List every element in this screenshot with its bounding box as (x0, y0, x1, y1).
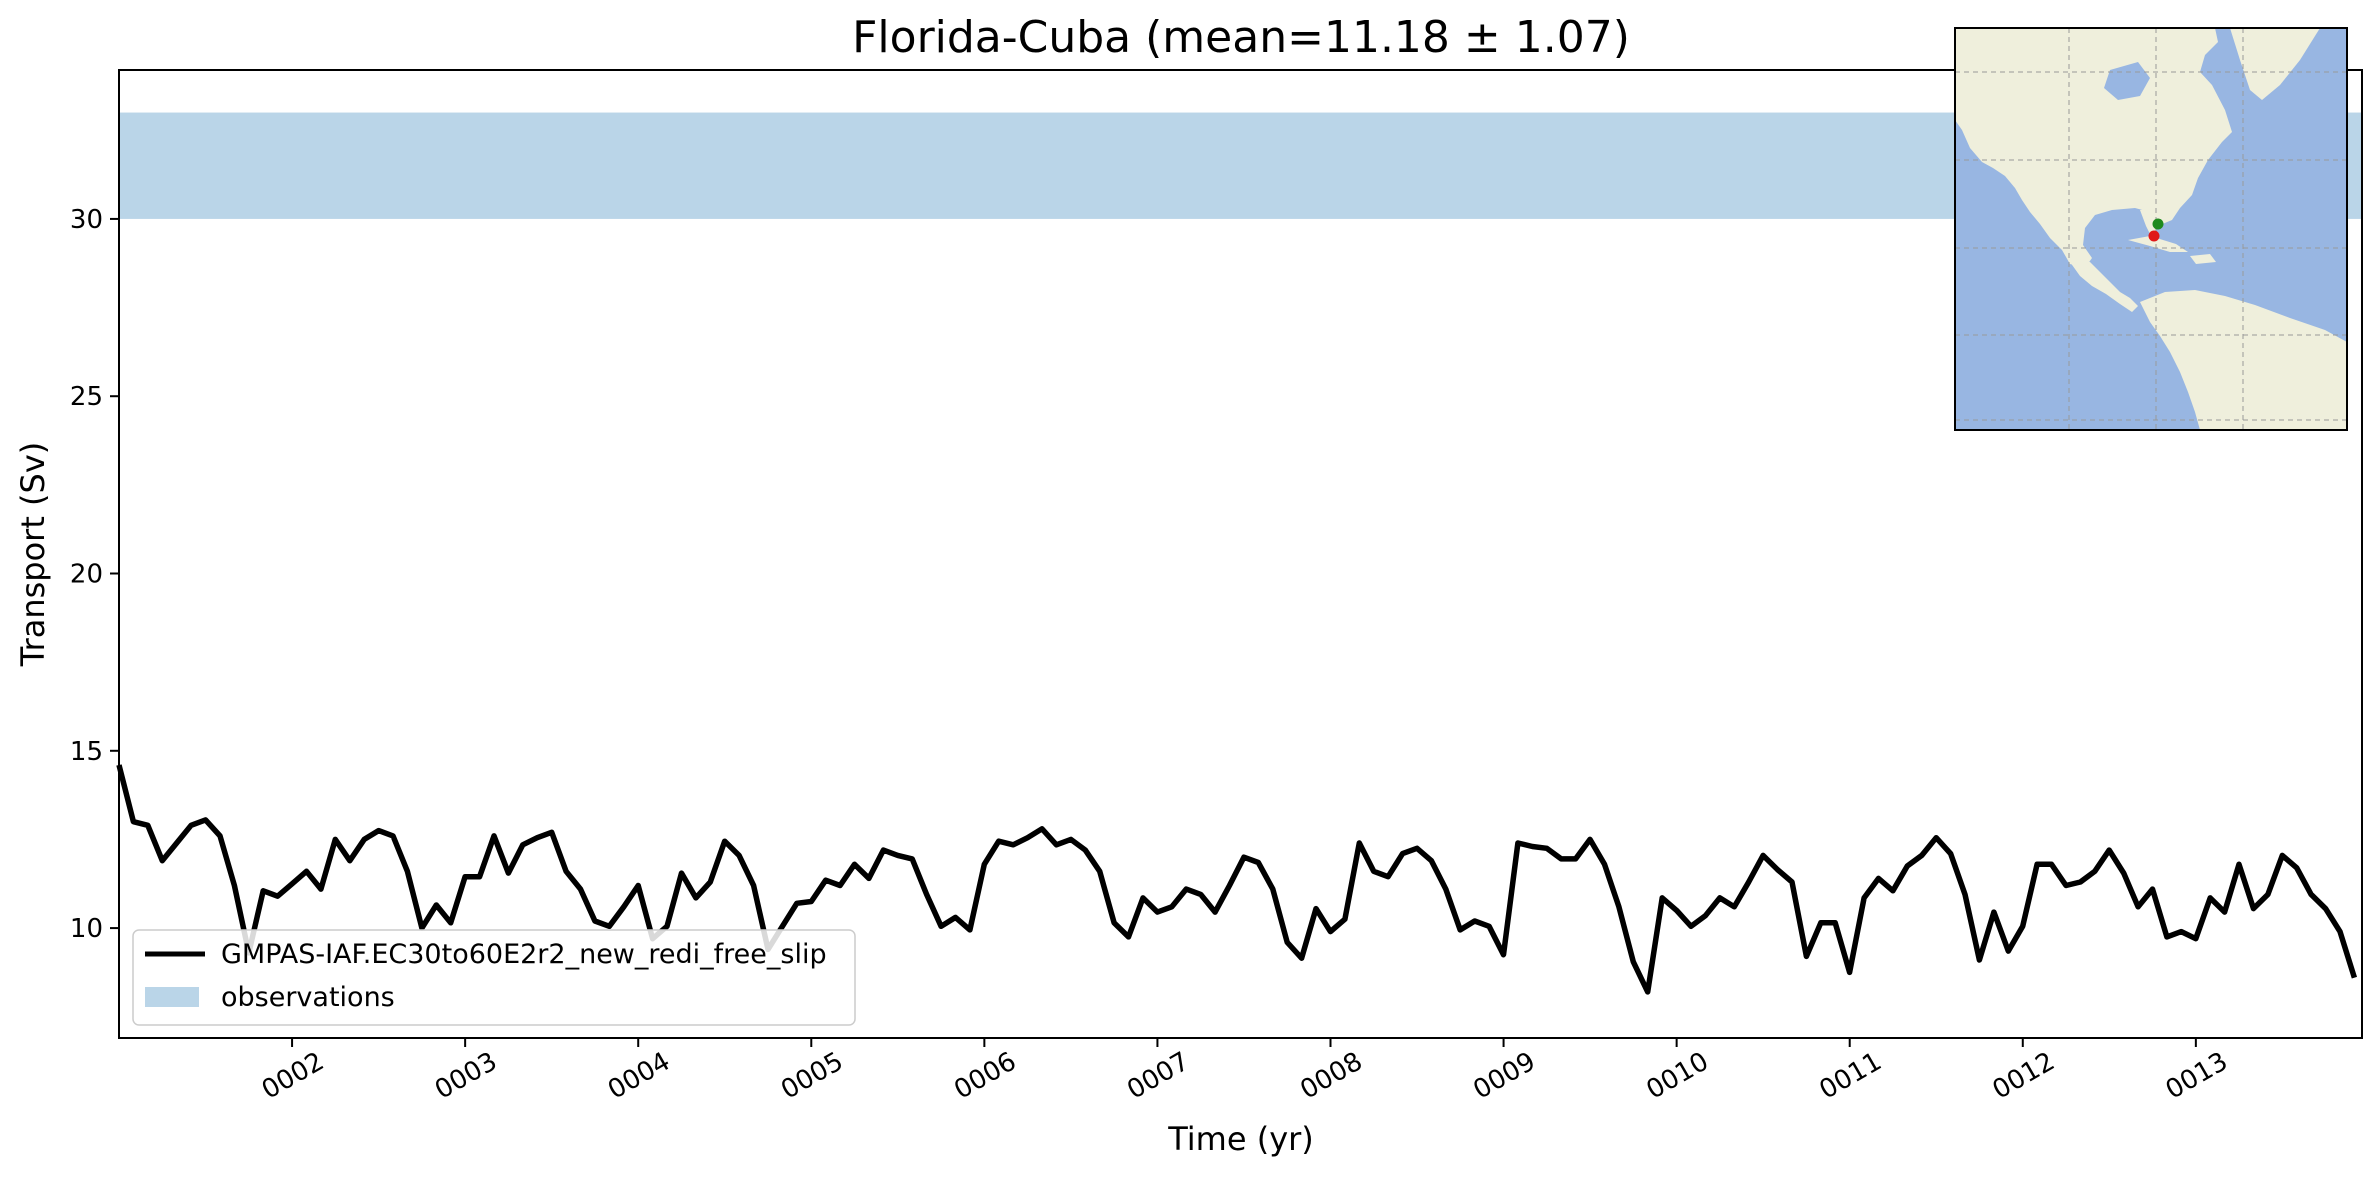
line-layer (116, 764, 2358, 995)
x-tick-label: 0010 (1641, 1047, 1713, 1106)
legend-label-observations: observations (221, 982, 395, 1013)
chart-title: Florida-Cuba (mean=11.18 ± 1.07) (852, 12, 1630, 63)
x-tick-label: 0009 (1468, 1047, 1540, 1106)
model-series-line (116, 764, 2358, 995)
y-tick-label: 25 (70, 382, 103, 412)
x-tick-label: 0002 (257, 1047, 329, 1106)
x-tick-label: 0013 (2161, 1047, 2233, 1106)
map-land-florida (2140, 208, 2160, 238)
map-end-point (2148, 230, 2160, 242)
x-tick-label: 0011 (1815, 1047, 1887, 1106)
map-land-north-america (1955, 28, 2232, 268)
map-land-greenland (2230, 28, 2320, 100)
map-land-hispaniola (2190, 254, 2216, 264)
map-land-south-america (2140, 290, 2347, 430)
y-tick-label: 30 (70, 205, 103, 235)
x-tick-label: 0008 (1295, 1047, 1367, 1106)
y-axis-ticks: 10 15 20 25 30 (70, 205, 119, 944)
plot-frame (118, 69, 2363, 1039)
x-tick-label: 0006 (949, 1047, 1021, 1106)
x-tick-label: 0012 (1988, 1047, 2060, 1106)
y-tick-label: 20 (70, 560, 103, 590)
x-tick-label: 0003 (430, 1047, 502, 1106)
map-gridlines (1955, 28, 2347, 430)
x-axis-ticks: 0002 0003 0004 0005 0006 0007 0008 0009 0010 0011… (257, 1038, 2233, 1106)
legend-label-model: GMPAS-IAF.EC30to60E2r2_new_redi_free_sli… (221, 939, 827, 970)
legend-band-swatch (145, 987, 199, 1007)
legend: GMPAS-IAF.EC30to60E2r2_new_redi_free_sli… (132, 929, 856, 1026)
y-tick-label: 10 (70, 914, 103, 944)
x-tick-label: 0007 (1122, 1047, 1194, 1106)
x-tick-label: 0005 (776, 1047, 848, 1106)
legend-box (132, 929, 856, 1026)
x-axis-label: Time (yr) (1167, 1120, 1314, 1158)
x-tick-label: 0004 (603, 1047, 675, 1106)
map-frame (1954, 27, 2348, 431)
inset-map (1954, 27, 2348, 431)
map-land-central-america (2070, 262, 2138, 312)
map-start-point (2152, 218, 2164, 230)
y-tick-label: 15 (70, 737, 103, 767)
y-axis-label: Transport (Sv) (14, 442, 52, 668)
